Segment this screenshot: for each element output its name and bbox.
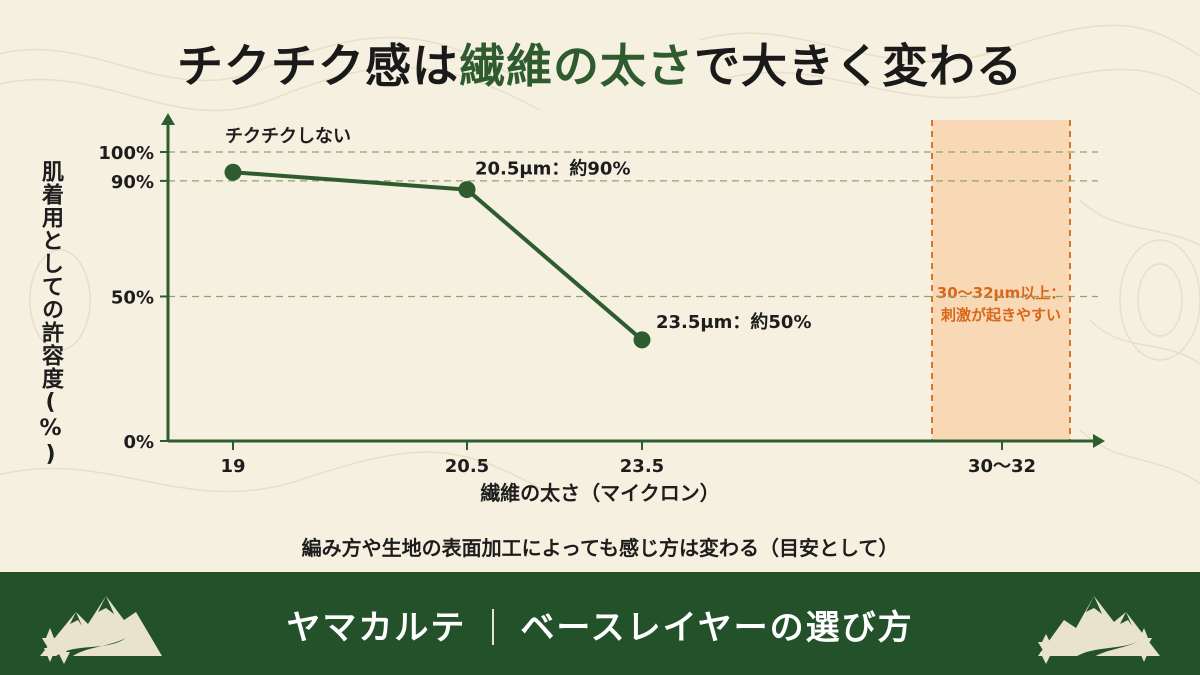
data-annotation: 20.5μm：約90% (475, 158, 631, 180)
y-tick-label: 50% (111, 288, 154, 309)
series-line (232, 170, 644, 342)
footer-title: ヤマカルテ ベースレイヤーの選び方 (0, 600, 1200, 649)
data-annotation: 23.5μm：約50% (656, 311, 812, 333)
highlight-band (932, 120, 1070, 441)
title-part1: チクチク感は (177, 39, 459, 93)
page-title: チクチク感は繊維の太さで大きく変わる (0, 30, 1200, 96)
x-tick-label: 23.5 (620, 456, 664, 477)
contour-background (0, 24, 1200, 501)
data-point (458, 181, 476, 199)
brand-name: ヤマカルテ (286, 608, 467, 648)
title-part3: で大きく変わる (694, 39, 1023, 93)
band-label-line1: 30〜32μm以上： (937, 284, 1065, 302)
x-tick-label: 30〜32 (968, 456, 1036, 477)
band-label-line2: 刺激が起きやすい (941, 306, 1061, 324)
x-axis-label: 繊維の太さ（マイクロン） (479, 481, 720, 505)
data-point (633, 331, 651, 349)
data-point (224, 163, 242, 181)
footnote: 編み方や生地の表面加工によっても感じ方は変わる（目安として） (301, 536, 899, 560)
y-axis-arrow (161, 113, 175, 125)
data-annotation: チクチクしない (225, 126, 351, 147)
y-tick-label: 90% (111, 172, 154, 193)
footer-subtitle: ベースレイヤーの選び方 (520, 608, 914, 648)
footer-banner: ヤマカルテ ベースレイヤーの選び方 (0, 572, 1200, 675)
y-tick-label: 0% (123, 432, 154, 453)
footer-divider (492, 608, 495, 645)
fiber-chart: 30〜32μm以上： 刺激が起きやすい 0% 50% 90% 100% 19 20.5 23.5… (98, 113, 1105, 505)
y-axis-label: 肌着用としての許容度(%) (38, 160, 63, 468)
x-tick-label: 20.5 (445, 456, 489, 477)
mountain-left-icon (40, 596, 162, 664)
x-axis-arrow (1093, 434, 1105, 448)
y-tick-label: 100% (98, 143, 154, 164)
mountain-right-icon (1038, 596, 1160, 664)
title-highlight: 繊維の太さ (459, 39, 694, 93)
x-tick-label: 19 (220, 456, 245, 477)
